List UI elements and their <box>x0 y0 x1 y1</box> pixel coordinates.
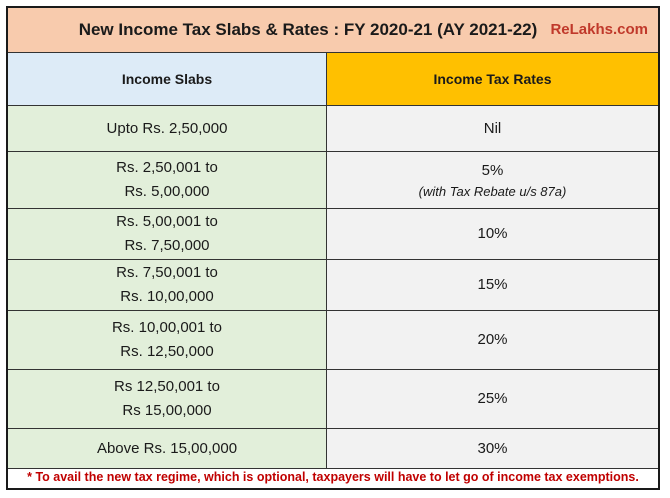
rate-cell: 20% <box>327 311 658 369</box>
rate-cell: 25% <box>327 370 658 428</box>
table-row: Rs. 2,50,001 to Rs. 5,00,000 5% (with Ta… <box>8 152 658 209</box>
rate-cell: 30% <box>327 429 658 468</box>
rate-text: 30% <box>477 439 508 457</box>
slab-text-line1: Rs. 10,00,001 to <box>111 319 223 336</box>
slab-cell: Rs. 7,50,001 to Rs. 10,00,000 <box>8 260 327 310</box>
table-row: Above Rs. 15,00,000 30% <box>8 429 658 469</box>
rate-text: 10% <box>477 225 508 242</box>
slab-cell: Above Rs. 15,00,000 <box>8 429 327 468</box>
title-bar: New Income Tax Slabs & Rates : FY 2020-2… <box>8 8 658 53</box>
slab-text-line1: Rs. 7,50,001 to <box>116 264 218 281</box>
rebate-note: (with Tax Rebate u/s 87a) <box>418 184 567 199</box>
rate-text: 15% <box>477 276 508 293</box>
slab-text-line2: Rs. 5,00,000 <box>124 183 210 200</box>
rate-text: Nil <box>483 119 502 137</box>
slab-text-line1: Rs. 5,00,001 to <box>116 213 218 230</box>
table-row: Rs. 5,00,001 to Rs. 7,50,000 10% <box>8 209 658 260</box>
slab-text-line1: Rs. 2,50,001 to <box>116 159 218 176</box>
slab-text-line2: Rs. 12,50,000 <box>120 343 214 360</box>
slab-cell: Rs. 5,00,001 to Rs. 7,50,000 <box>8 209 327 259</box>
slab-text: Upto Rs. 2,50,000 <box>106 119 228 137</box>
rate-text: 5% <box>481 162 504 179</box>
slab-text: Above Rs. 15,00,000 <box>96 439 238 457</box>
tax-slab-table: New Income Tax Slabs & Rates : FY 2020-2… <box>6 6 660 490</box>
slab-cell: Rs 12,50,001 to Rs 15,00,000 <box>8 370 327 428</box>
table-row: Rs 12,50,001 to Rs 15,00,000 25% <box>8 370 658 429</box>
column-header-row: Income Slabs Income Tax Rates <box>8 53 658 105</box>
table-row: Rs. 10,00,001 to Rs. 12,50,000 20% <box>8 311 658 370</box>
brand-watermark: ReLakhs.com <box>550 21 648 38</box>
rate-cell: 15% <box>327 260 658 310</box>
rate-cell: Nil <box>327 106 658 151</box>
slab-text-line2: Rs 15,00,000 <box>122 402 212 419</box>
table-row: Upto Rs. 2,50,000 Nil <box>8 106 658 152</box>
header-tax-rates: Income Tax Rates <box>327 53 658 105</box>
rate-text: 20% <box>477 331 508 348</box>
rate-cell: 10% <box>327 209 658 259</box>
slab-rows: Upto Rs. 2,50,000 Nil Rs. 2,50,001 to Rs… <box>8 105 658 469</box>
footnote: * To avail the new tax regime, which is … <box>27 470 639 484</box>
slab-cell: Upto Rs. 2,50,000 <box>8 106 327 151</box>
table-title: New Income Tax Slabs & Rates : FY 2020-2… <box>78 20 538 39</box>
header-income-slabs: Income Slabs <box>8 53 327 105</box>
slab-text-line1: Rs 12,50,001 to <box>114 378 220 395</box>
rate-text: 25% <box>477 390 508 407</box>
slab-text-line2: Rs. 7,50,000 <box>124 237 210 254</box>
table-row: Rs. 7,50,001 to Rs. 10,00,000 15% <box>8 260 658 311</box>
rate-cell: 5% (with Tax Rebate u/s 87a) <box>327 152 658 208</box>
slab-text-line2: Rs. 10,00,000 <box>120 288 214 305</box>
slab-cell: Rs. 10,00,001 to Rs. 12,50,000 <box>8 311 327 369</box>
slab-cell: Rs. 2,50,001 to Rs. 5,00,000 <box>8 152 327 208</box>
